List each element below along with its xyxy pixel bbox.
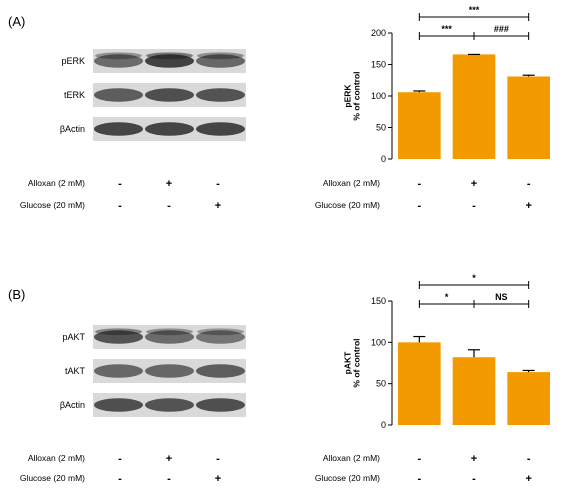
y-tick-label: 50 (376, 379, 386, 389)
blot-band (145, 330, 194, 344)
y-tick-label: 50 (376, 123, 386, 133)
blot-treatment-mark: + (166, 453, 172, 465)
y-tick-label: 100 (371, 91, 386, 101)
bar (398, 92, 441, 159)
blot-band-upper (146, 52, 193, 60)
chart-treatment-mark: + (471, 453, 477, 465)
blot-band-upper (197, 328, 244, 336)
y-axis-label: pAKT% of control (342, 338, 361, 387)
y-axis-label-line: % of control (352, 71, 362, 120)
blot-band-label: βActin (60, 400, 85, 410)
blot-band (94, 88, 143, 102)
y-axis-label-line: pAKT (342, 351, 352, 374)
significance-label: ### (494, 24, 509, 34)
blot-band-upper (95, 328, 142, 336)
bar (452, 357, 496, 425)
panel-label: (B) (8, 287, 25, 302)
y-tick-label: 200 (371, 28, 386, 38)
panel-label: (A) (8, 14, 25, 29)
blot-lane-strip (93, 49, 246, 73)
blot-band (196, 54, 245, 68)
blot-lane-strip (93, 393, 246, 417)
blot-treatment-label: Glucose (20 mM) (20, 473, 85, 483)
blot-treatment-mark: - (118, 200, 122, 212)
blot-treatment-mark: - (167, 473, 171, 485)
blot-treatment-label: Glucose (20 mM) (20, 200, 85, 210)
chart-treatment-mark: - (417, 453, 421, 465)
blot-lane-strip (93, 117, 246, 141)
chart-treatment-mark: + (471, 178, 477, 190)
y-tick-label: 150 (371, 296, 386, 306)
blot-treatment-label: Alloxan (2 mM) (28, 453, 85, 463)
blot-band-label: βActin (60, 124, 85, 134)
blot-band (94, 398, 143, 412)
y-tick-label: 150 (371, 60, 386, 70)
bar (398, 342, 441, 425)
blot-band (94, 330, 143, 344)
blot-band (196, 398, 245, 412)
chart-treatment-mark: - (472, 200, 476, 212)
chart-treatment-mark: - (417, 200, 421, 212)
y-axis-label-line: pERK (342, 84, 352, 108)
blot-lane-strip (93, 325, 246, 349)
blot-band-upper (95, 52, 142, 60)
blot-band (196, 364, 245, 378)
blot-band-label: pERK (61, 56, 85, 66)
blot-band (145, 364, 194, 378)
blot-treatment-mark: + (166, 178, 172, 190)
significance-label: NS (495, 292, 508, 302)
chart-treatment-mark: - (417, 178, 421, 190)
chart-treatment-label: Glucose (20 mM) (315, 473, 380, 483)
y-axis-label: pERK% of control (342, 71, 361, 120)
blot-treatment-mark: + (215, 473, 221, 485)
blot-band (196, 122, 245, 136)
blot-lane-strip (93, 83, 246, 107)
blot-lane-strip (93, 359, 246, 383)
bar (452, 54, 496, 159)
blot-band (145, 88, 194, 102)
blot-band-label: pAKT (62, 332, 85, 342)
chart-treatment-mark: - (472, 473, 476, 485)
significance-label: *** (441, 24, 452, 34)
blot-band (196, 88, 245, 102)
chart-treatment-mark: - (527, 178, 531, 190)
chart-treatment-mark: + (525, 473, 531, 485)
y-tick-label: 100 (371, 337, 386, 347)
blot-band (94, 122, 143, 136)
bar (507, 372, 550, 425)
blot-band-upper (146, 328, 193, 336)
blot-band (94, 364, 143, 378)
significance-label: * (472, 273, 476, 283)
y-axis-label-line: % of control (352, 338, 362, 387)
y-tick-label: 0 (381, 154, 386, 164)
blot-band-upper (197, 52, 244, 60)
chart-treatment-label: Alloxan (2 mM) (323, 453, 380, 463)
blot-treatment-mark: - (118, 178, 122, 190)
bar (507, 76, 550, 159)
blot-treatment-mark: - (118, 473, 122, 485)
chart-treatment-mark: - (527, 453, 531, 465)
blot-treatment-mark: - (118, 453, 122, 465)
blot-band (94, 54, 143, 68)
blot-band (145, 122, 194, 136)
chart-treatment-label: Glucose (20 mM) (315, 200, 380, 210)
blot-band-label: tAKT (65, 366, 86, 376)
blot-band (145, 398, 194, 412)
blot-treatment-mark: - (167, 200, 171, 212)
y-tick-label: 0 (381, 420, 386, 430)
chart-treatment-label: Alloxan (2 mM) (323, 178, 380, 188)
significance-label: * (445, 292, 449, 302)
chart-treatment-mark: - (417, 473, 421, 485)
bar-chart-b: 0 50 100 150 pAKT% of control * NS * Alloxan (2 … (315, 273, 550, 485)
blot-treatment-mark: - (216, 453, 220, 465)
blot-band-label: tERK (64, 90, 85, 100)
blot-band (196, 330, 245, 344)
blot-treatment-mark: - (216, 178, 220, 190)
chart-treatment-mark: + (525, 200, 531, 212)
significance-label: *** (469, 5, 480, 15)
blot-treatment-label: Alloxan (2 mM) (28, 178, 85, 188)
blot-treatment-mark: + (215, 200, 221, 212)
bar-chart-a: 0 50 100 150 200 pERK% of control *** ### *** All… (315, 5, 550, 212)
